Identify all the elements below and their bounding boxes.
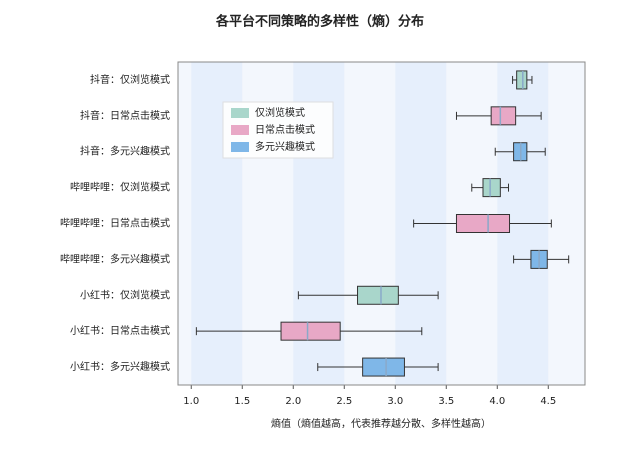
y-tick-label: 抖音：仅浏览模式 [90, 73, 170, 86]
legend-label: 多元兴趣模式 [255, 140, 315, 153]
box [516, 70, 528, 90]
x-tick-label: 3.0 [387, 396, 403, 407]
legend-label: 仅浏览模式 [255, 106, 305, 119]
legend-swatch [231, 125, 249, 135]
x-tick-label: 2.0 [285, 396, 301, 407]
y-tick-label: 哔哩哔哩：日常点击模式 [60, 217, 170, 230]
box [455, 214, 511, 233]
y-tick-label: 小红书：日常点击模式 [70, 324, 170, 337]
box [482, 178, 501, 198]
box [280, 321, 341, 341]
x-tick-label: 1.5 [234, 396, 250, 407]
box [490, 106, 517, 126]
x-tick-label: 1.0 [183, 396, 199, 407]
x-axis-label: 熵值（熵值越高，代表推荐越分散、多样性越高） [271, 417, 491, 430]
y-tick-label: 小红书：仅浏览模式 [80, 288, 170, 301]
y-tick-label: 抖音：日常点击模式 [80, 109, 170, 122]
y-tick-label: 哔哩哔哩：多元兴趣模式 [60, 252, 170, 265]
box [362, 357, 405, 377]
plot-frame [177, 61, 586, 386]
x-tick-label: 4.5 [540, 396, 556, 407]
x-tick-label: 4.0 [489, 396, 505, 407]
x-tick-label: 3.5 [438, 396, 454, 407]
legend-swatch [231, 142, 249, 152]
box [357, 285, 399, 305]
y-tick-label: 小红书：多元兴趣模式 [70, 360, 170, 373]
y-tick-label: 哔哩哔哩：仅浏览模式 [70, 181, 170, 194]
chart-title: 各平台不同策略的多样性（熵）分布 [215, 14, 424, 30]
legend-label: 日常点击模式 [255, 123, 315, 136]
legend-swatch [231, 108, 249, 118]
x-tick-label: 2.5 [336, 396, 352, 407]
y-tick-label: 抖音：多元兴趣模式 [80, 145, 170, 158]
